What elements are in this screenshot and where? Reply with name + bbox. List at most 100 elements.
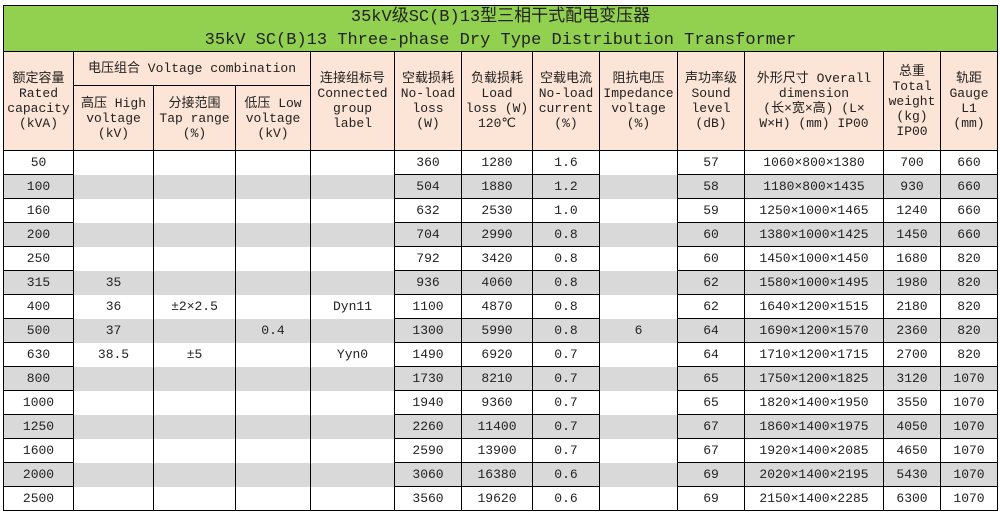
header-line: (%) [626, 116, 651, 131]
cell-noload-loss: 1730 [394, 366, 462, 391]
header-weight: 总重 Total weight (kg) IP00 [883, 51, 941, 151]
cell-high-voltage: 36 [73, 294, 154, 319]
cell-high-voltage: 38.5 [73, 342, 154, 367]
cell-noload-loss: 1300 [394, 318, 462, 343]
header-line: (mm) [953, 116, 985, 131]
header-gauge: 轨距 Gauge L1 (mm) [940, 51, 998, 151]
cell-load-loss: 11400 [461, 414, 533, 439]
cell-impedance [599, 462, 678, 487]
cell-tap-range [153, 246, 236, 271]
cell-impedance [599, 222, 678, 247]
table-row: 1600 2590 13900 0.7 67 1920×1400×2085 4650 1070 [3, 438, 998, 463]
cell-capacity: 1000 [3, 390, 74, 415]
header-line: IP00 [896, 123, 928, 139]
cell-dimension: 1250×1000×1465 [744, 198, 884, 223]
cell-weight: 2180 [883, 294, 941, 319]
cell-weight: 700 [883, 150, 941, 175]
cell-low-voltage [235, 174, 311, 199]
cell-group [310, 462, 395, 487]
cell-gauge: 820 [940, 294, 998, 319]
cell-dimension: 1710×1200×1715 [744, 342, 884, 367]
cell-noload-loss: 704 [394, 222, 462, 247]
cell-gauge: 1070 [940, 486, 998, 511]
cell-dimension: 1640×1200×1515 [744, 294, 884, 319]
cell-sound-level: 62 [677, 270, 745, 295]
cell-capacity: 200 [3, 222, 74, 247]
cell-load-loss: 9360 [461, 390, 533, 415]
header-line: 低压 Low [244, 95, 302, 111]
header-line: Gauge [949, 86, 989, 101]
cell-noload-current: 0.8 [532, 246, 600, 271]
cell-weight: 2700 [883, 342, 941, 367]
cell-noload-current: 1.0 [532, 198, 600, 223]
header-low-voltage: 低压 Low voltage (kV) [235, 85, 311, 151]
header-line: (kV) [257, 125, 289, 141]
cell-sound-level: 60 [677, 246, 745, 271]
table-row: 100 504 1880 1.2 58 1180×800×1435 930 660 [3, 174, 998, 199]
cell-noload-loss: 360 [394, 150, 462, 175]
cell-dimension: 1380×1000×1425 [744, 222, 884, 247]
cell-sound-level: 64 [677, 342, 745, 367]
header-line: 分接范围 [168, 95, 221, 111]
table-row: 2000 3060 16380 0.6 69 2020×1400×2195 5430 1070 [3, 462, 998, 487]
header-line: 120℃ [477, 116, 516, 131]
cell-noload-current: 0.7 [532, 366, 600, 391]
table-row: 160 632 2530 1.0 59 1250×1000×1465 1240 660 [3, 198, 998, 223]
cell-dimension: 1820×1400×1950 [744, 390, 884, 415]
header-line: group [332, 101, 372, 116]
cell-sound-level: 58 [677, 174, 745, 199]
cell-low-voltage [235, 150, 311, 175]
cell-sound-level: 62 [677, 294, 745, 319]
cell-noload-loss: 3060 [394, 462, 462, 487]
header-capacity: 额定容量 Rated capacity (kVA) [3, 51, 74, 151]
cell-impedance [599, 174, 678, 199]
header-line: (kVA) [18, 116, 58, 131]
cell-sound-level: 59 [677, 198, 745, 223]
cell-gauge: 1070 [940, 390, 998, 415]
cell-capacity: 630 [3, 342, 74, 367]
cell-group [310, 366, 395, 391]
cell-low-voltage [235, 366, 311, 391]
header-line: 空载损耗 [401, 71, 454, 86]
header-line: (%) [554, 116, 578, 131]
cell-group [310, 486, 395, 511]
cell-low-voltage [235, 414, 311, 439]
cell-impedance [599, 414, 678, 439]
cell-dimension: 1060×800×1380 [744, 150, 884, 175]
cell-group [310, 198, 395, 223]
header-line: (W) [416, 116, 440, 131]
header-sound: 声功率级 Sound level (dB) [677, 51, 745, 151]
cell-impedance [599, 246, 678, 271]
header-line: voltage [245, 110, 301, 126]
header-line: voltage [611, 101, 666, 116]
cell-weight: 1450 [883, 222, 941, 247]
header-line: 额定容量 [12, 71, 65, 86]
cell-capacity: 1600 [3, 438, 74, 463]
header-line: voltage [86, 110, 141, 126]
table-row: 315 35 936 4060 0.8 62 1580×1000×1495 1980 820 [3, 270, 998, 295]
cell-dimension: 1580×1000×1495 [744, 270, 884, 295]
cell-weight: 4050 [883, 414, 941, 439]
header-line: 外形尺寸 Overall [756, 71, 872, 86]
cell-load-loss: 1280 [461, 150, 533, 175]
cell-weight: 4650 [883, 438, 941, 463]
cell-capacity: 1250 [3, 414, 74, 439]
cell-load-loss: 5990 [461, 318, 533, 343]
cell-noload-loss: 936 [394, 270, 462, 295]
header-line: W×H) (mm) IP00 [759, 116, 869, 131]
cell-impedance [599, 342, 678, 367]
cell-noload-current: 0.6 [532, 462, 600, 487]
cell-sound-level: 67 [677, 438, 745, 463]
cell-noload-current: 0.8 [532, 222, 600, 247]
cell-group: Dyn11 [310, 294, 395, 319]
cell-low-voltage [235, 246, 311, 271]
cell-low-voltage [235, 486, 311, 511]
cell-load-loss: 4870 [461, 294, 533, 319]
header-line: No-load [538, 86, 594, 101]
cell-gauge: 820 [940, 270, 998, 295]
header-line: (长×宽×高) (L× [763, 101, 865, 116]
header-line: Load [481, 86, 513, 101]
cell-low-voltage [235, 462, 311, 487]
cell-high-voltage [73, 486, 154, 511]
header-line: level [691, 101, 731, 116]
